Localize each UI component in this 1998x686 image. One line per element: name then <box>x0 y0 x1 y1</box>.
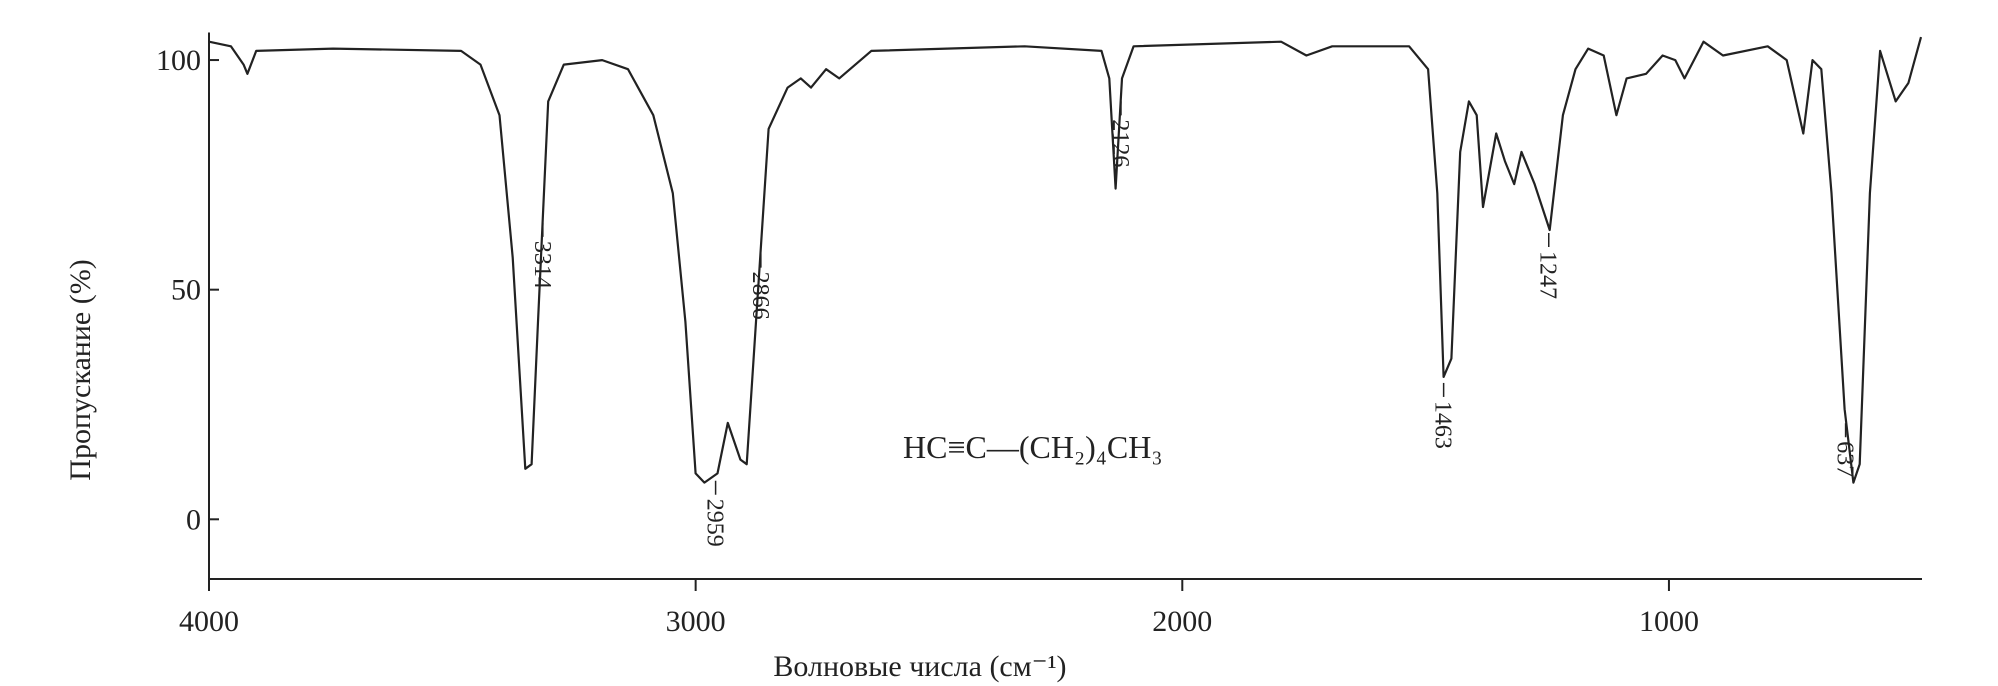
x-tick-label: 3000 <box>666 605 726 638</box>
formula: HC≡C—(CH₂)₄CH₃ <box>903 429 1163 465</box>
peak-label: 2866 <box>747 272 773 320</box>
peak-label: 637 <box>1832 441 1858 477</box>
x-tick-label: 2000 <box>1152 605 1212 638</box>
y-tick-label: 100 <box>156 44 201 77</box>
x-axis-label: Волновые числа (см⁻¹) <box>773 650 1066 683</box>
x-tick-label: 4000 <box>179 605 239 638</box>
y-axis-label: Пропускание (%) <box>64 259 97 480</box>
y-tick-label: 0 <box>186 503 201 536</box>
y-tick-label: 50 <box>171 274 201 307</box>
x-tick-label: 1000 <box>1639 605 1699 638</box>
peak-label: 1463 <box>1430 401 1456 449</box>
peak-label: 1247 <box>1535 251 1561 299</box>
peak-label: 2959 <box>702 499 728 547</box>
peak-label: 2126 <box>1107 119 1133 167</box>
spectrum-line <box>208 36 1923 484</box>
peak-label: 3314 <box>529 241 555 289</box>
